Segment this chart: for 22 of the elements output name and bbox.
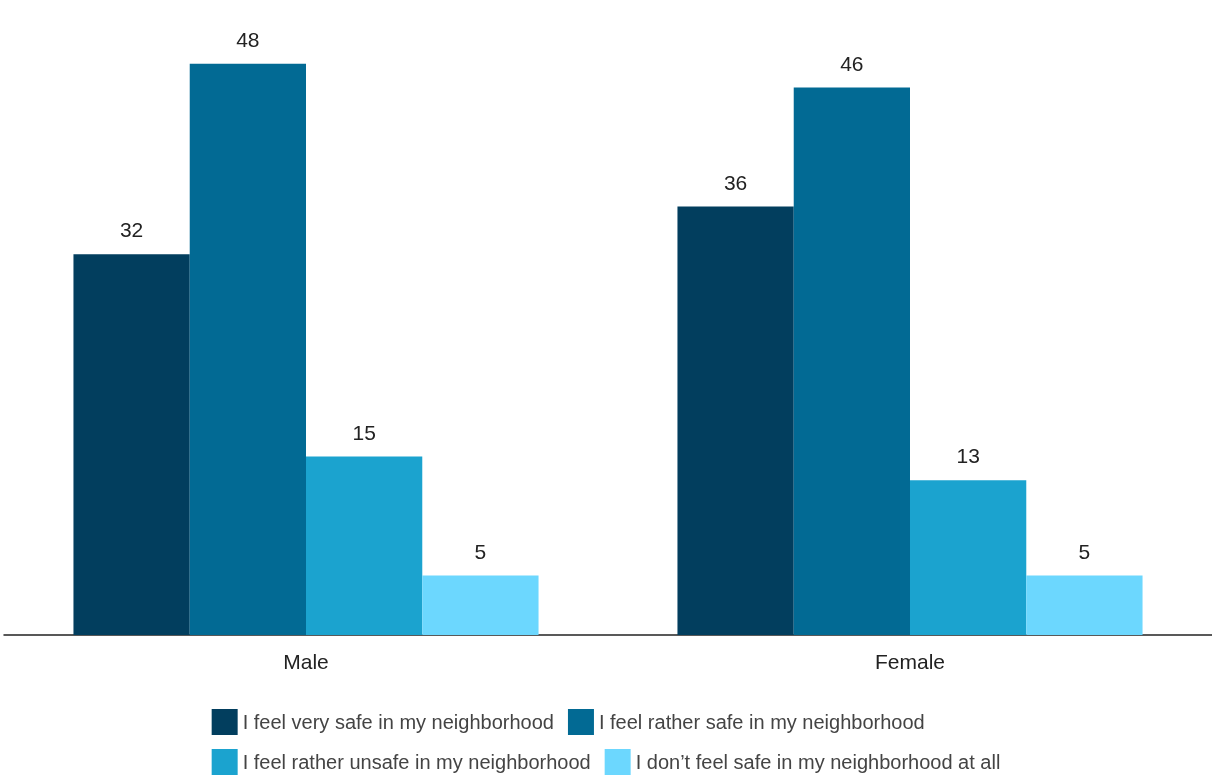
bar (189, 63, 306, 635)
data-label: 32 (119, 218, 144, 242)
data-label: 13 (956, 444, 980, 468)
legend-label: I feel rather safe in my neighborhood (598, 711, 925, 733)
bar (793, 87, 910, 635)
bar (677, 206, 794, 635)
data-label: 5 (474, 539, 487, 563)
x-tick-label: Male (283, 650, 329, 673)
legend-label: I feel very safe in my neighborhood (242, 711, 554, 733)
legend-label: I don’t feel safe in my neighborhood at all (635, 751, 1001, 773)
bar (422, 575, 539, 635)
bar (73, 254, 190, 635)
data-label: 36 (723, 170, 748, 194)
bar (306, 456, 423, 635)
data-label: 48 (236, 27, 260, 51)
data-label: 46 (840, 51, 864, 75)
bar (910, 480, 1027, 635)
bar (1026, 575, 1143, 635)
legend-label: I feel rather unsafe in my neighborhood (242, 751, 591, 773)
data-label: 15 (352, 420, 376, 444)
data-label: 5 (1078, 539, 1091, 563)
x-tick-label: Female (874, 650, 946, 673)
